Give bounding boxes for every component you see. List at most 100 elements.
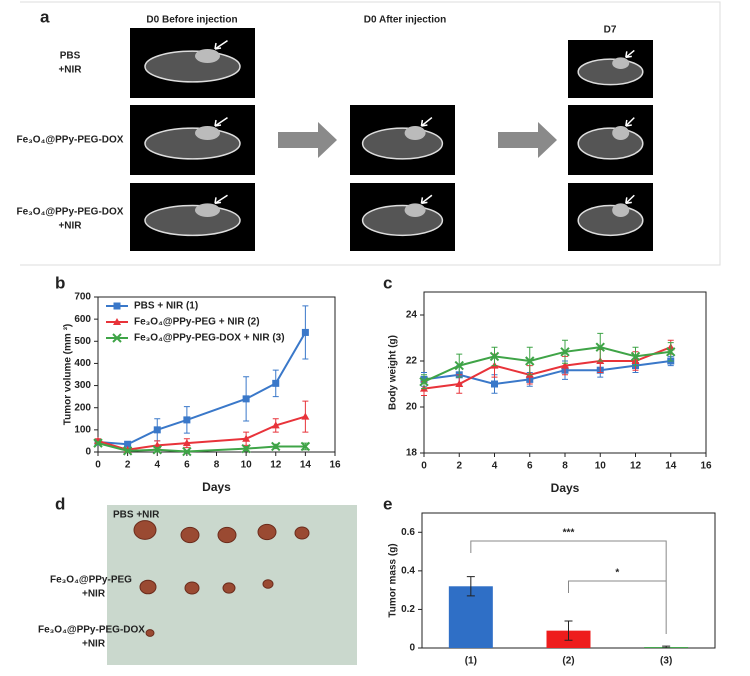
x-tick-label: 8 (562, 461, 568, 472)
y-tick-label: 400 (74, 358, 91, 369)
marker (242, 395, 250, 403)
y-tick-label: 0 (409, 643, 415, 654)
pointer-arrow (420, 194, 433, 205)
body-section (577, 58, 644, 86)
significance-label: *** (563, 528, 575, 539)
pointer-arrow (625, 49, 635, 59)
tumors (133, 520, 310, 637)
y-tick-label: 0.4 (401, 565, 415, 576)
marker (182, 439, 191, 447)
x-tick-label: 6 (527, 461, 533, 472)
tumor-region (612, 57, 630, 69)
x-tick-label: 14 (300, 460, 312, 471)
marker (153, 426, 161, 434)
panel-label: b (55, 273, 65, 292)
y-tick-label: 0.2 (401, 604, 415, 615)
pointer-arrow (420, 117, 433, 127)
y-tick-label: 100 (74, 424, 91, 435)
row-label: PBS (60, 51, 81, 62)
x-axis-title: Days (551, 481, 580, 495)
tumor-region (195, 49, 220, 63)
body-section (361, 127, 444, 160)
x-tick-label: 14 (665, 461, 677, 472)
body-section (577, 204, 644, 237)
panel-label: e (383, 494, 392, 513)
marker (560, 347, 570, 357)
marker (455, 380, 464, 387)
y-axis-title: Body weight (g) (388, 335, 399, 410)
pointer-arrow (214, 39, 228, 50)
row-label: +NIR (82, 639, 106, 650)
row-label: Fe₃O₄@PPy-PEG-DOX (38, 625, 145, 636)
tumor-region (612, 203, 630, 217)
tumor (294, 526, 310, 540)
marker (630, 351, 641, 362)
marker (561, 361, 569, 369)
marker (301, 412, 310, 420)
marker (122, 446, 133, 456)
column-title: D0 Before injection (146, 15, 237, 26)
marker (113, 302, 121, 310)
column-title: D0 After injection (364, 15, 446, 26)
x-tick-label: 6 (184, 460, 190, 471)
x-tick-label: 0 (95, 460, 101, 471)
panel-label: c (383, 273, 392, 292)
legend-label: Fe₃O₄@PPy-PEG + NIR (2) (134, 317, 260, 328)
panel-label: a (40, 7, 50, 26)
panel-a-frame (20, 1, 721, 266)
y-tick-label: 20 (406, 402, 418, 413)
panel-label: d (55, 494, 65, 513)
tumor-region (612, 126, 630, 140)
body-section (577, 127, 644, 160)
y-tick-label: 0 (85, 447, 91, 458)
x-tick-label: 0 (421, 461, 427, 472)
tumor (133, 520, 157, 540)
series-line (423, 346, 672, 390)
error-bar (662, 645, 671, 649)
y-tick-label: 22 (406, 356, 418, 367)
arrow (498, 122, 557, 158)
marker (301, 328, 309, 336)
mri-images (130, 28, 653, 251)
marker (182, 446, 192, 457)
marker (183, 416, 191, 424)
row-label: +NIR (82, 589, 106, 600)
marker (242, 434, 251, 442)
body-section (144, 50, 241, 83)
marker (419, 376, 429, 387)
y-tick-label: 24 (406, 310, 418, 321)
x-tick-label: 2 (456, 461, 462, 472)
x-tick-label: 2 (125, 460, 131, 471)
pointer-arrow (214, 194, 228, 205)
x-tick-label: (3) (660, 656, 672, 667)
marker (454, 360, 464, 371)
y-tick-label: 500 (74, 336, 91, 347)
significance-bracket (470, 540, 667, 634)
marker (241, 443, 251, 454)
error-bar (564, 620, 573, 641)
x-tick-label: 10 (241, 460, 253, 471)
x-tick-label: 8 (214, 460, 220, 471)
marker (93, 438, 103, 448)
x-tick-label: 10 (595, 461, 607, 472)
body-section (144, 204, 241, 237)
y-tick-label: 18 (406, 448, 418, 459)
bar (448, 586, 493, 648)
tumor-region (195, 203, 220, 217)
significance-label: * (615, 568, 619, 579)
legend-label: Fe₃O₄@PPy-PEG-DOX + NIR (3) (134, 333, 285, 344)
tumor (217, 526, 237, 544)
tumor-region (404, 126, 426, 140)
error-bar (466, 576, 475, 597)
row-label: +NIR (58, 221, 82, 232)
marker (271, 421, 280, 429)
tumor (222, 582, 236, 594)
x-tick-label: 16 (329, 460, 341, 471)
y-tick-label: 0.6 (401, 527, 415, 538)
series-line (423, 346, 671, 383)
series-line (423, 360, 671, 386)
tumor (257, 523, 277, 541)
y-tick-label: 700 (74, 292, 91, 303)
tumor-region (195, 126, 220, 140)
marker (525, 356, 535, 366)
